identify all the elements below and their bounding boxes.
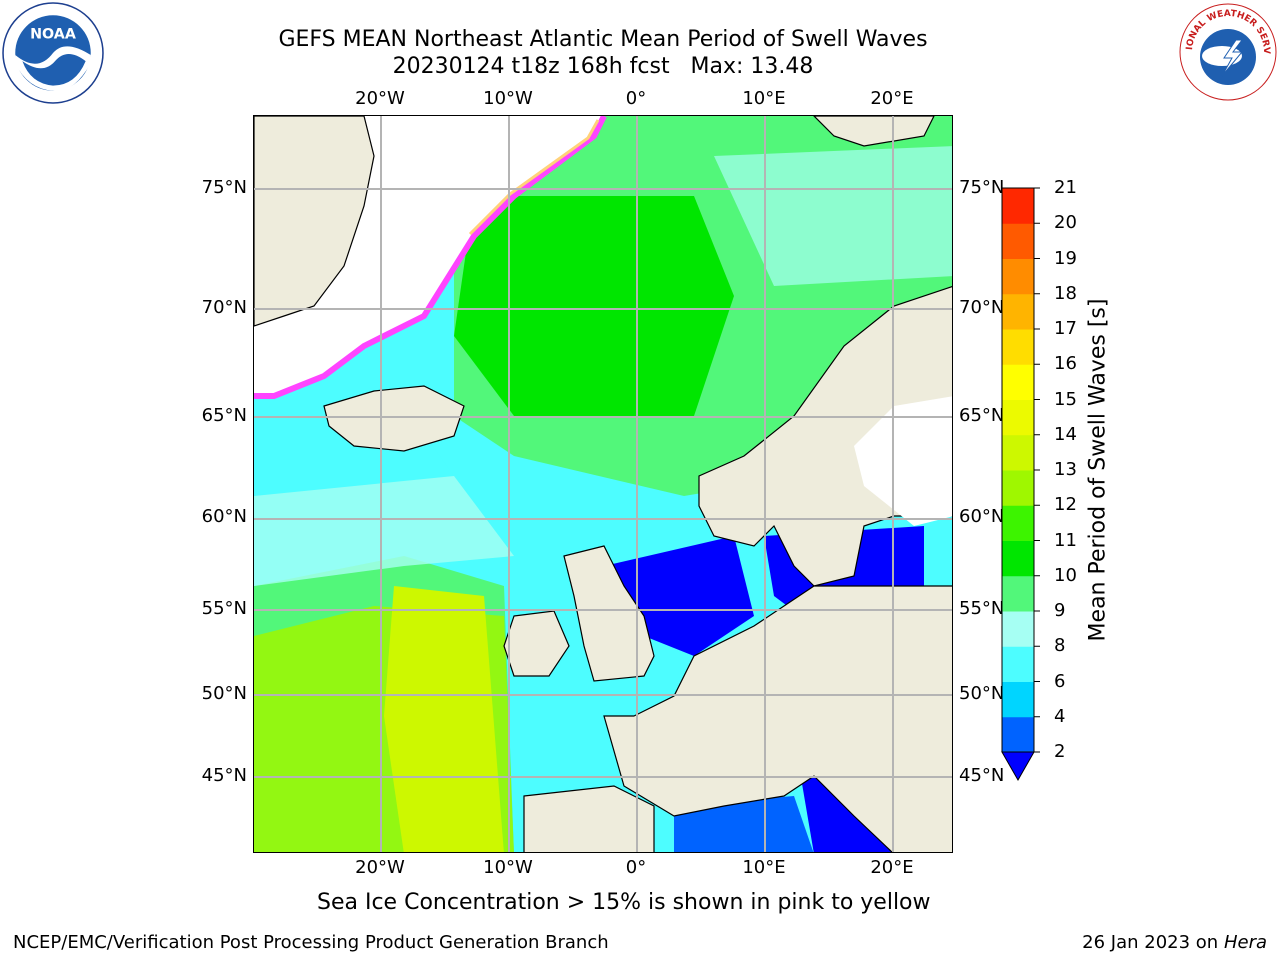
iberia [523,785,655,852]
lon-label-bottom-20w: 20°W [355,857,405,878]
colorbar-tick-label: 21 [1054,177,1077,198]
colorbar-tick-label: 2 [1054,741,1066,762]
colorbar-tick-label: 17 [1054,318,1077,339]
colorbar-segment [1002,434,1034,471]
colorbar-segment [1002,681,1034,718]
gulf-of-bothnia [854,396,952,526]
colorbar-tick-label: 12 [1054,494,1077,516]
colorbar-tick-label: 9 [1054,600,1066,621]
scandinavia [698,286,952,587]
sea-ice-edge [254,116,607,399]
lon-label-bottom-10e: 10°E [742,857,786,878]
colorbar-segment [1002,505,1034,541]
sea-ice-edge-yellow [468,119,600,236]
lat-label-left-50n: 50°N [201,683,247,704]
colorbar-segment [1002,716,1034,753]
nws-logo: NATIONAL WEATHER SERVICE [1178,2,1277,101]
colorbar-segment [1002,611,1034,647]
colorbar-tick-label: 11 [1054,529,1077,551]
map-panel [253,115,953,853]
footer-host: Hera [1223,932,1267,953]
chart-title: GEFS MEAN Northeast Atlantic Mean Period… [278,27,928,52]
sea-ice-caption: Sea Ice Concentration > 15% is shown in … [317,890,931,915]
footer-credit: NCEP/EMC/Verification Post Processing Pr… [13,932,609,953]
colorbar-tick-label: 10 [1054,564,1077,586]
lat-label-right-55n: 55°N [959,598,1005,619]
lat-label-left-75n: 75°N [201,177,247,198]
greenland-land [254,116,375,327]
colorbar-segment [1002,575,1034,612]
swell-period-map [254,116,952,852]
north-atlantic-swell [254,476,514,586]
great-britain [563,545,655,682]
lat-label-right-60n: 60°N [959,506,1005,527]
colorbar-tick-label: 4 [1054,705,1066,727]
lon-label-bottom-20e: 20°E [870,857,914,878]
lon-label-top-20e: 20°E [870,88,914,109]
lat-label-left-45n: 45°N [201,765,247,786]
colorbar-tick-label: 6 [1054,670,1066,692]
bright-green-swell [454,196,734,416]
lon-label-top-10w: 10°W [483,88,533,109]
colorbar-segment [1002,646,1034,682]
lon-label-top-0: 0° [625,88,647,109]
lat-label-left-55n: 55°N [201,598,247,619]
lat-label-right-50n: 50°N [959,683,1005,704]
colorbar-label: Mean Period of Swell Waves [s] [1085,298,1111,642]
iceland [323,385,465,452]
colorbar-tick-label: 19 [1054,247,1077,269]
colorbar [1001,187,1040,782]
gridlines [254,116,952,852]
lat-label-right-70n: 70°N [959,297,1005,318]
colorbar-tick-label: 18 [1054,282,1077,304]
noaa-logo: NOAA [2,2,104,104]
med-short-swell [674,796,814,852]
lon-label-bottom-0: 0° [625,857,647,878]
continental-europe [603,585,952,852]
svg-text:NOAA: NOAA [30,27,76,43]
colorbar-tick-label: 15 [1054,388,1077,410]
colorbar-segment [1002,258,1034,295]
lat-label-right-65n: 65°N [959,405,1005,426]
colorbar-tick-label: 13 [1054,459,1077,480]
lat-label-right-75n: 75°N [959,177,1005,198]
lat-label-left-70n: 70°N [201,297,247,318]
colorbar-tick-label: 14 [1054,423,1077,445]
colorbar-segment [1002,223,1034,259]
atlantic-longest-swell [384,586,504,852]
colorbar-segment [1002,293,1034,330]
colorbar-tick-label: 8 [1054,635,1066,657]
colorbar-segment [1002,470,1034,506]
lon-label-bottom-10w: 10°W [483,857,533,878]
colorbar-segment [1002,540,1034,577]
colorbar-under-arrow [1001,751,1035,782]
lat-label-left-65n: 65°N [201,405,247,426]
lon-label-top-20w: 20°W [355,88,405,109]
colorbar-segment [1002,329,1034,365]
colorbar-segment [1002,364,1034,400]
colorbar-segment [1002,399,1034,436]
footer-date-text: 26 Jan 2023 on [1082,932,1224,953]
lon-label-top-10e: 10°E [742,88,786,109]
colorbar-tick-label: 16 [1054,353,1077,375]
lat-label-right-45n: 45°N [959,765,1005,786]
footer-date: 26 Jan 2023 on Hera [1082,932,1267,953]
lat-label-left-60n: 60°N [201,506,247,527]
colorbar-segment [1002,188,1034,224]
chart-subtitle: 20230124 t18z 168h fcst Max: 13.48 [392,54,814,79]
colorbar-tick-label: 20 [1054,212,1077,234]
